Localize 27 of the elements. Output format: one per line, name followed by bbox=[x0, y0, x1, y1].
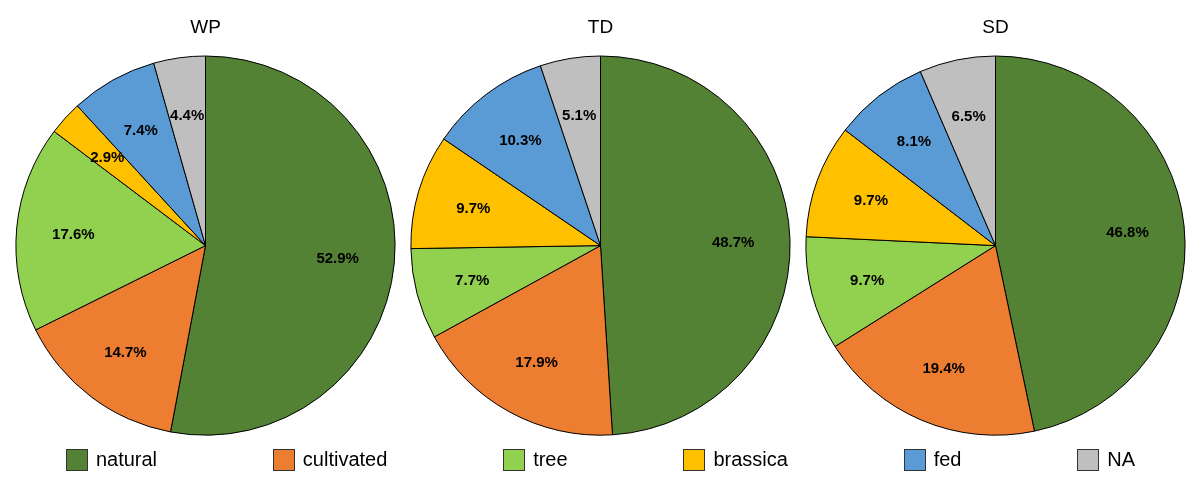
data-label: 4.4% bbox=[170, 105, 205, 123]
data-label: 2.9% bbox=[90, 147, 125, 165]
data-label: 7.7% bbox=[455, 271, 490, 289]
data-label: 17.6% bbox=[52, 224, 95, 242]
data-label: 14.7% bbox=[104, 342, 147, 360]
data-label: 8.1% bbox=[896, 132, 932, 150]
data-label: 9.7% bbox=[456, 199, 491, 217]
data-label: 9.7% bbox=[850, 270, 885, 288]
data-label: 46.8% bbox=[1106, 223, 1149, 241]
data-label: 52.9% bbox=[316, 249, 359, 267]
legend-label: cultivated bbox=[302, 448, 388, 471]
data-label: 17.9% bbox=[515, 353, 558, 371]
chart-title: WP bbox=[190, 16, 221, 37]
data-label: 48.7% bbox=[711, 232, 755, 250]
data-label: 9.7% bbox=[853, 191, 888, 209]
chart-title: SD bbox=[982, 16, 1009, 37]
data-label: 7.4% bbox=[123, 121, 158, 139]
legend-label: brassica bbox=[713, 448, 788, 471]
data-label: 6.5% bbox=[951, 107, 986, 125]
data-label: 10.3% bbox=[499, 131, 542, 149]
data-label: 19.4% bbox=[922, 359, 965, 377]
legend-label: tree bbox=[533, 448, 568, 471]
legend-label: NA bbox=[1107, 448, 1136, 471]
data-label: 5.1% bbox=[562, 106, 597, 124]
chart-title: TD bbox=[587, 16, 614, 37]
legend-label: natural bbox=[95, 448, 158, 471]
legend-label: fed bbox=[933, 448, 962, 471]
